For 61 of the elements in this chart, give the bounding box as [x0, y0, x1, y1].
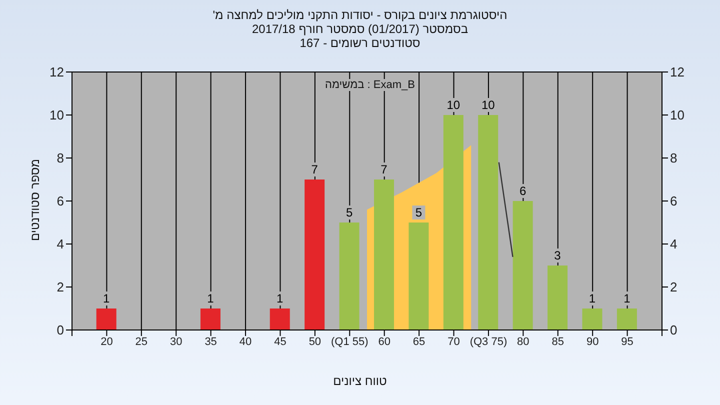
chart-title: היסטוגרמת ציונים בקורס - יסודות התקני מוליכים למחצה מ': [212, 8, 508, 22]
y-tick-label: 0: [56, 322, 64, 338]
bar: [512, 201, 533, 330]
x-tick-label: 30: [170, 336, 182, 348]
data-label: 1: [207, 292, 214, 306]
data-label: 1: [103, 292, 110, 306]
y2-tick-label: 0: [670, 322, 678, 338]
bar: [270, 308, 290, 330]
data-label: 3: [554, 248, 562, 262]
bar: [339, 222, 360, 330]
data-label: 7: [311, 162, 318, 176]
x-tick-label: 40: [239, 336, 252, 348]
y2-tick-label: 12: [670, 64, 684, 80]
data-label: 1: [276, 292, 284, 306]
chart-subtitle: בסמסטר (01/2017) סמסטר חורף 2017/18 סטודנטים רשומים - 167: [250, 22, 470, 50]
y2-tick-label: 2: [670, 280, 678, 295]
data-label: 1: [624, 292, 631, 306]
bar: [200, 308, 220, 330]
bar: [478, 115, 498, 330]
x-tick-label: 70: [448, 336, 460, 348]
x-tick-label: 95: [621, 336, 634, 348]
x-tick-label: (Q3 75): [470, 336, 508, 348]
data-label: 6: [519, 184, 526, 198]
bar: [582, 308, 602, 330]
x-tick-label: (Q1 55): [331, 336, 368, 348]
x-tick-label: 20: [100, 336, 113, 348]
bar: [616, 308, 637, 330]
y2-tick-label: 6: [670, 194, 678, 209]
x-tick-label: 60: [378, 336, 390, 348]
y-tick-label: 12: [50, 64, 64, 80]
x-tick-label: 45: [274, 336, 286, 348]
bar: [443, 115, 464, 330]
y2-tick-label: 4: [670, 236, 678, 252]
x-tick-label: 90: [586, 336, 599, 348]
data-label: 1: [588, 292, 596, 306]
bar: [548, 266, 568, 330]
x-tick-label: 25: [135, 336, 148, 348]
data-label: 10: [446, 98, 460, 112]
y-tick-label: 8: [56, 150, 64, 166]
x-tick-label: 50: [308, 336, 322, 348]
y-axis-title: מספר סטודנטים: [28, 158, 42, 242]
y2-tick-label: 10: [670, 108, 684, 123]
annotation: במשימה : Exam_B: [322, 79, 418, 91]
bar: [374, 180, 394, 330]
data-label: 5: [346, 206, 353, 220]
data-label: 10: [481, 98, 496, 112]
y-tick-label: 2: [56, 280, 64, 295]
x-tick-label: 85: [552, 336, 564, 348]
y-tick-label: 6: [56, 194, 64, 209]
y-tick-label: 4: [56, 236, 64, 252]
y-tick-label: 10: [50, 108, 64, 123]
x-tick-label: 80: [517, 336, 530, 348]
data-label: 7: [380, 162, 388, 176]
x-tick-label: 35: [204, 336, 217, 348]
x-tick-label: 65: [412, 336, 426, 348]
bar: [96, 308, 116, 330]
data-label: 5: [415, 206, 422, 220]
bar: [304, 180, 325, 330]
bar: [408, 222, 429, 330]
y2-tick-label: 8: [670, 150, 678, 166]
x-axis-title: טווח ציונים: [332, 374, 388, 388]
